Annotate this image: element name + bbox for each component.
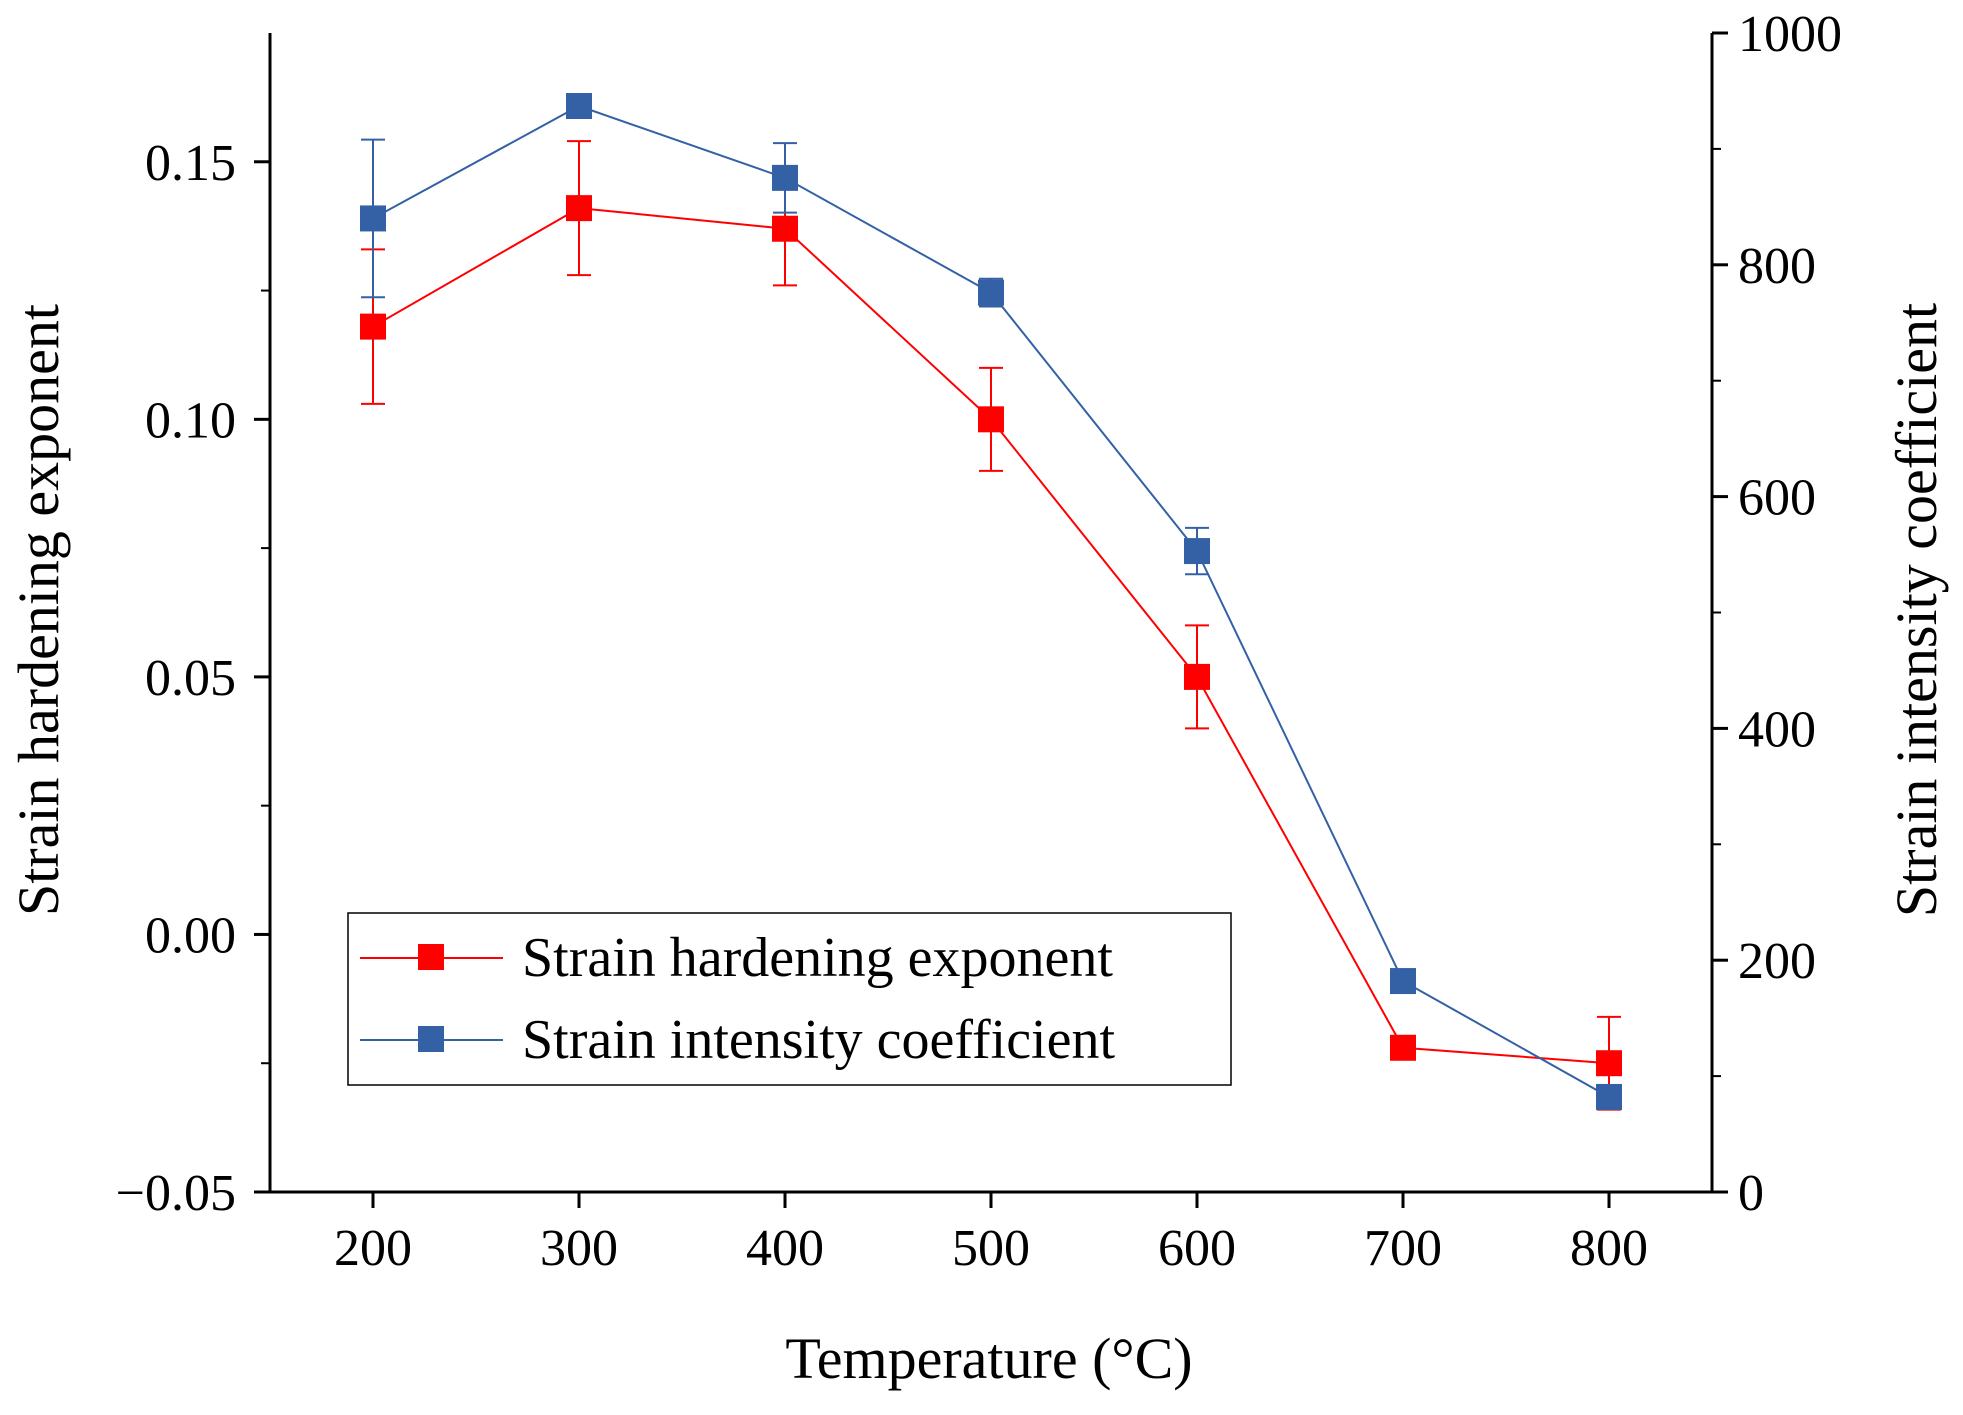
data-point-hardening (1390, 1034, 1416, 1061)
x-axis-ticks: 200 300 400 500 600 700 800 (334, 1192, 1648, 1277)
y-right-tick-label: 800 (1738, 238, 1816, 295)
data-point-hardening (1596, 1050, 1622, 1077)
x-tick-label: 300 (540, 1220, 618, 1277)
y-left-tick-label: 0.00 (145, 907, 236, 964)
legend-label-intensity: Strain intensity coefficient (522, 1009, 1115, 1071)
y-right-tick-label: 200 (1738, 933, 1816, 990)
y-left-tick-label: −0.05 (116, 1165, 236, 1222)
data-point-intensity (360, 205, 386, 232)
y-right-tick-label: 400 (1738, 701, 1816, 758)
data-point-intensity (1184, 538, 1210, 565)
y-left-tick-label: 0.10 (145, 392, 236, 449)
data-point-hardening (772, 215, 798, 242)
data-point-intensity (1390, 968, 1416, 995)
series-layer (360, 93, 1622, 1111)
data-point-intensity (772, 164, 798, 191)
y-right-tick-label: 0 (1738, 1165, 1764, 1222)
x-tick-label: 700 (1364, 1220, 1442, 1277)
data-point-hardening (1184, 663, 1210, 690)
y-left-axis-title: Strain hardening exponent (6, 304, 71, 916)
x-tick-label: 800 (1570, 1220, 1648, 1277)
y-left-tick-label: 0.05 (145, 650, 236, 707)
data-point-hardening (566, 195, 592, 222)
x-tick-label: 400 (746, 1220, 824, 1277)
legend: Strain hardening exponent Strain intensi… (347, 912, 1232, 1086)
legend-box (347, 912, 1232, 1086)
y-right-axis-ticks: 0 200 400 600 800 1000 (1712, 6, 1842, 1222)
y-right-axis-title: Strain intensity coefficient (1884, 303, 1949, 917)
data-point-hardening (360, 313, 386, 340)
y-left-tick-label: 0.15 (145, 135, 236, 192)
legend-marker-hardening (418, 944, 444, 970)
x-tick-label: 200 (334, 1220, 412, 1277)
y-left-axis-ticks: −0.05 0.00 0.05 0.10 0.15 (116, 135, 270, 1222)
legend-label-hardening: Strain hardening exponent (522, 927, 1113, 989)
data-point-intensity (566, 93, 592, 120)
data-point-intensity (978, 279, 1004, 306)
x-axis-title: Temperature (°C) (785, 1326, 1192, 1391)
data-point-hardening (978, 406, 1004, 433)
data-point-intensity (1596, 1083, 1622, 1110)
x-tick-label: 600 (1158, 1220, 1236, 1277)
y-right-tick-label: 1000 (1738, 6, 1842, 63)
x-tick-label: 500 (952, 1220, 1030, 1277)
y-right-tick-label: 600 (1738, 470, 1816, 527)
legend-marker-intensity (418, 1026, 444, 1052)
